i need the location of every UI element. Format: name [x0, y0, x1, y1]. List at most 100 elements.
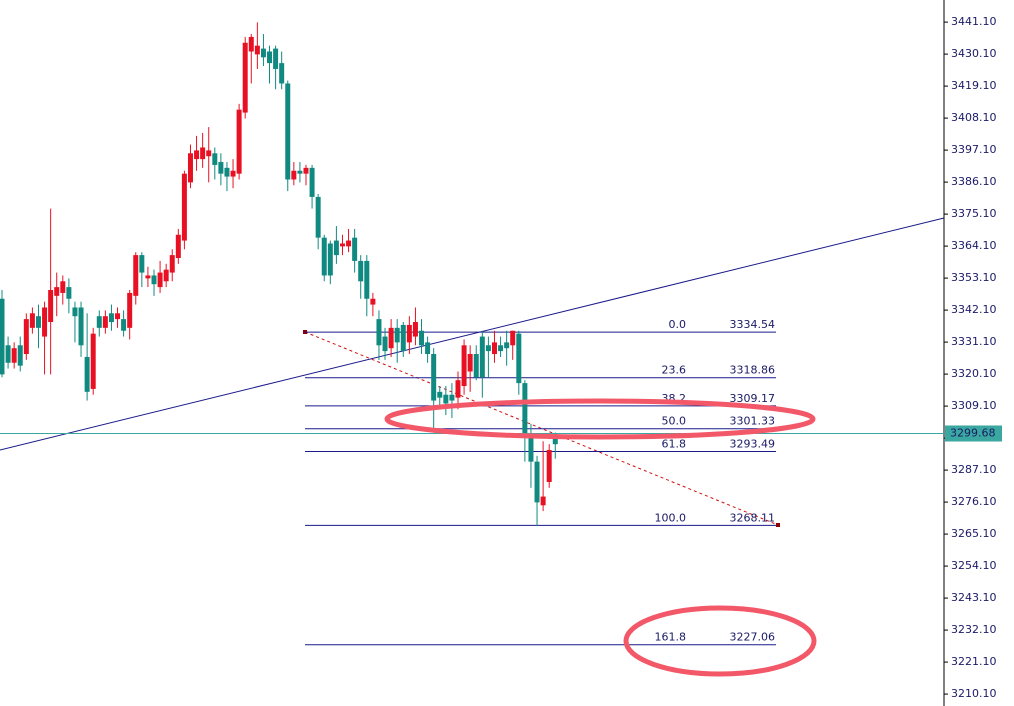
candle-body [346, 240, 352, 247]
candle-body [400, 324, 406, 352]
fib-base-line [304, 331, 779, 526]
fib-price-label: 3318.86 [730, 364, 776, 377]
y-tick-label: 3243.10 [951, 591, 997, 604]
candle-body [206, 150, 212, 157]
candle-body [419, 330, 425, 346]
fib-ratio-label: 100.0 [655, 511, 687, 524]
y-tick-label: 3232.10 [951, 623, 997, 636]
candle-body [157, 272, 163, 288]
candle-body [479, 336, 485, 378]
candle-body [516, 333, 522, 384]
candle-body [455, 380, 461, 398]
y-tick-label: 3419.10 [951, 79, 997, 92]
trend-line [0, 217, 945, 451]
candle-body [443, 394, 449, 404]
candle-body [382, 336, 388, 352]
y-tick-label: 3210.10 [951, 687, 997, 700]
candle-body [66, 287, 72, 299]
candle-body [48, 290, 54, 323]
candle-body [546, 450, 552, 483]
current-price-label: 3299.68 [950, 426, 996, 439]
candle-body [267, 51, 273, 64]
y-tick-label: 3353.10 [951, 271, 997, 284]
y-tick-label: 3331.10 [951, 335, 997, 348]
y-tick-label: 3441.10 [951, 15, 997, 28]
candle-body [321, 237, 327, 276]
y-tick-label: 3254.10 [951, 559, 997, 572]
candle-body [212, 153, 218, 165]
candle-body [145, 275, 151, 279]
candle-body [115, 313, 121, 320]
candle-body [163, 269, 169, 282]
candle-body [90, 333, 96, 389]
candle-body [0, 298, 5, 375]
candle-body [273, 48, 279, 69]
fib-price-label: 3227.06 [730, 631, 776, 644]
fib-ratio-label: 50.0 [662, 415, 687, 428]
candle-body [5, 345, 11, 363]
candle-body [491, 342, 497, 355]
y-tick-label: 3397.10 [951, 143, 997, 156]
candle-body [133, 255, 139, 296]
y-tick-label: 3342.10 [951, 303, 997, 316]
y-tick-label: 3287.10 [951, 463, 997, 476]
candle-body [364, 260, 370, 299]
candle-body [510, 330, 516, 346]
fib-ratio-label: 0.0 [669, 318, 687, 331]
candle-body [285, 83, 291, 180]
candle-body [102, 316, 108, 328]
candle-body [218, 162, 224, 174]
fib-price-label: 3293.49 [730, 437, 776, 450]
candle-body [339, 243, 345, 247]
candle-body [376, 319, 382, 346]
y-tick-label: 3364.10 [951, 239, 997, 252]
candle-body [260, 48, 266, 58]
candle-body [42, 307, 48, 337]
candle-body [394, 327, 400, 343]
candle-body [139, 255, 145, 273]
candle-body [181, 173, 187, 241]
y-tick-label: 3408.10 [951, 111, 997, 124]
candle-body [279, 63, 285, 84]
y-tick-label: 3221.10 [951, 655, 997, 668]
y-tick-label: 3265.10 [951, 527, 997, 540]
fib-ratio-label: 23.6 [662, 364, 687, 377]
candle-body [151, 275, 157, 285]
y-tick-label: 3430.10 [951, 47, 997, 60]
candle-body [35, 316, 41, 328]
candle-body [78, 307, 84, 346]
candle-body [242, 42, 248, 113]
fib-price-label: 3334.54 [730, 318, 776, 331]
candle-body [388, 327, 394, 349]
candle-body [254, 45, 260, 55]
y-tick-label: 3386.10 [951, 175, 997, 188]
candle-body [522, 383, 528, 436]
candle-body [473, 354, 479, 378]
candle-body [84, 356, 90, 392]
candle-body [224, 167, 230, 177]
candle-body [437, 391, 443, 398]
candle-body [297, 170, 303, 174]
current-price-box [945, 425, 1002, 442]
candle-body [552, 438, 558, 445]
fib-price-label: 3309.17 [730, 392, 776, 405]
fib-ratio-label: 61.8 [662, 437, 687, 450]
y-tick-label: 3320.10 [951, 367, 997, 380]
y-tick-label: 3375.10 [951, 207, 997, 220]
candle-body [485, 345, 491, 352]
candle-body [528, 438, 534, 462]
candle-body [333, 240, 339, 256]
candle-body [200, 147, 206, 160]
highlight-ellipse [623, 605, 817, 677]
candle-body [370, 298, 376, 305]
candle-body [352, 237, 358, 261]
candle-body [504, 342, 510, 349]
anchor-point [776, 523, 780, 527]
candle-body [534, 461, 540, 503]
candle-body [29, 313, 35, 328]
candle-body [54, 287, 60, 296]
candle-body [540, 496, 546, 506]
fib-price-label: 3301.33 [730, 415, 776, 428]
candle-body [194, 150, 200, 160]
